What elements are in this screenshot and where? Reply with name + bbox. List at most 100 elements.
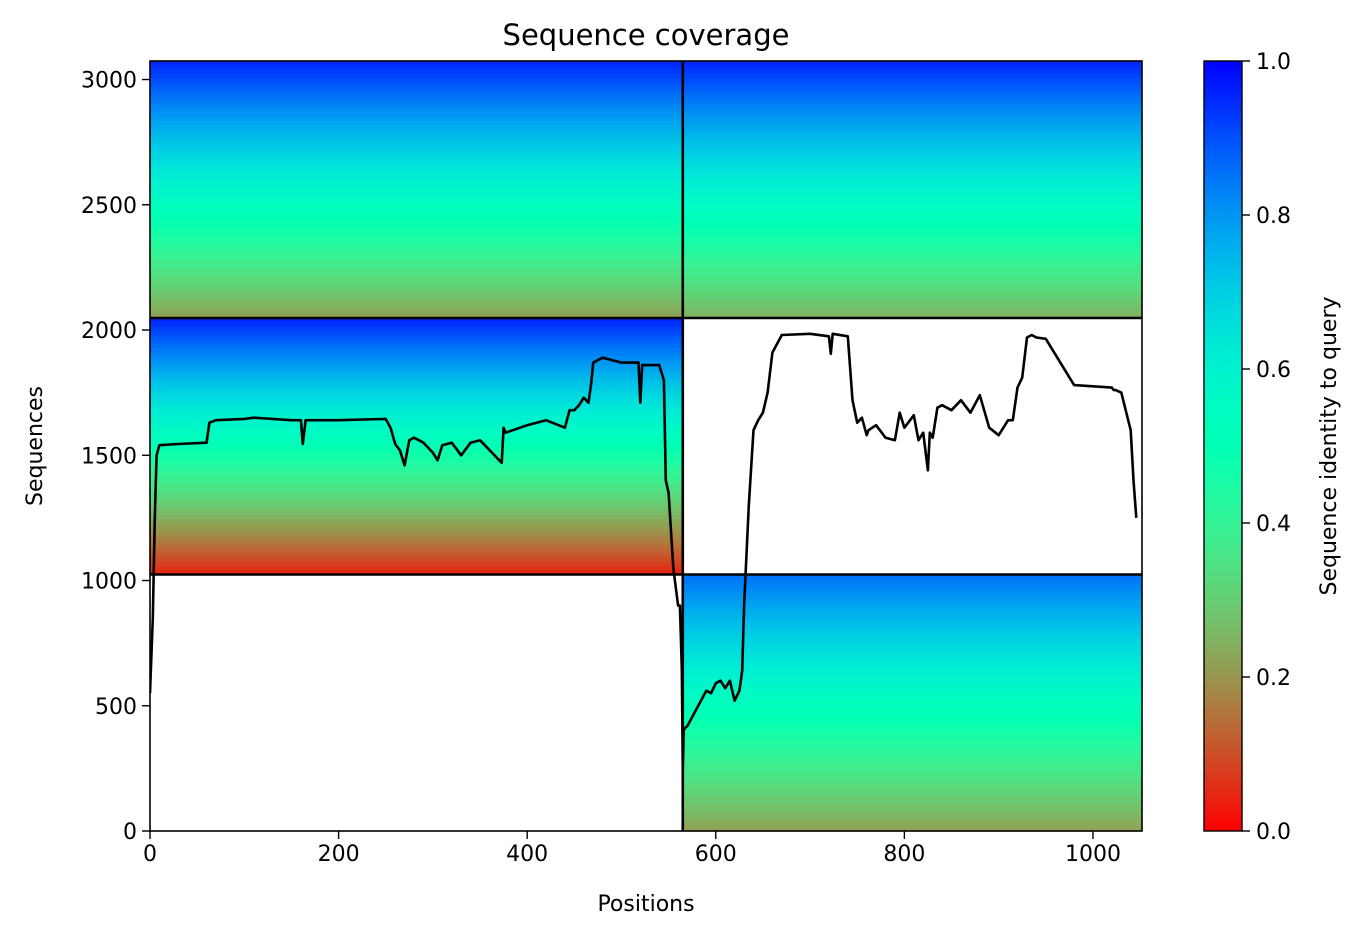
x-tick-label: 800 — [883, 842, 925, 867]
plot-frame — [149, 60, 1143, 832]
coverage-row — [682, 617, 1142, 623]
coverage-row — [682, 232, 1142, 238]
coverage-row — [150, 399, 683, 405]
coverage-row — [150, 527, 683, 533]
x-tick-label: 200 — [318, 842, 360, 867]
coverage-row — [150, 454, 683, 460]
coverage-row — [682, 129, 1142, 135]
coverage-row — [150, 356, 683, 362]
coverage-row — [682, 754, 1142, 759]
coverage-row — [682, 711, 1142, 717]
coverage-row — [150, 514, 683, 520]
coverage-row — [150, 125, 683, 131]
coverage-blocks — [150, 61, 1142, 831]
coverage-row — [150, 95, 683, 101]
coverage-row — [682, 724, 1142, 730]
coverage-row — [150, 463, 683, 469]
coverage-row — [682, 612, 1142, 618]
coverage-row — [150, 90, 683, 96]
coverage-row — [682, 694, 1142, 700]
coverage-row — [682, 595, 1142, 601]
colorbar-ticks: 0.0 0.2 0.4 0.6 0.8 1.0 — [1242, 50, 1291, 845]
coverage-row — [682, 69, 1142, 75]
coverage-row — [682, 223, 1142, 229]
coverage-row — [150, 61, 683, 66]
coverage-row — [682, 275, 1142, 281]
coverage-row — [150, 266, 683, 272]
x-axis-ticks: 0 200 400 600 800 1000 — [143, 831, 1121, 867]
coverage-row — [150, 459, 683, 464]
coverage-row — [682, 279, 1142, 285]
coverage-row — [150, 279, 683, 285]
coverage-row — [682, 108, 1142, 114]
coverage-row — [150, 424, 683, 430]
coverage-row — [150, 412, 683, 417]
coverage-row — [150, 292, 683, 298]
coverage-row — [150, 360, 683, 366]
coverage-row — [682, 292, 1142, 298]
coverage-row — [150, 73, 683, 79]
coverage-row — [682, 236, 1142, 242]
coverage-row — [150, 480, 683, 486]
coverage-row — [682, 210, 1142, 216]
coverage-row — [150, 467, 683, 473]
coverage-row — [682, 99, 1142, 105]
colorbar — [1204, 61, 1242, 831]
coverage-row — [150, 347, 683, 353]
coverage-row — [150, 523, 683, 529]
x-tick-label: 0 — [143, 842, 157, 867]
coverage-row — [682, 578, 1142, 584]
coverage-row — [682, 801, 1142, 806]
coverage-row — [682, 809, 1142, 815]
coverage-row — [150, 69, 683, 75]
coverage-row — [150, 497, 683, 503]
y-tick-label: 1000 — [81, 570, 137, 595]
coverage-row — [682, 95, 1142, 101]
coverage-row — [150, 296, 683, 302]
coverage-row — [150, 103, 683, 109]
coverage-row — [682, 228, 1142, 233]
coverage-row — [150, 343, 683, 349]
coverage-row — [682, 630, 1142, 635]
coverage-block — [150, 61, 683, 319]
coverage-row — [682, 677, 1142, 682]
y-axis-label: Sequences — [23, 386, 48, 506]
coverage-row — [150, 433, 683, 439]
coverage-row — [682, 771, 1142, 777]
coverage-row — [150, 536, 683, 541]
coverage-row — [150, 335, 683, 340]
coverage-row — [682, 574, 1142, 580]
coverage-row — [150, 78, 683, 84]
coverage-row — [682, 258, 1142, 263]
coverage-row — [682, 651, 1142, 657]
coverage-row — [682, 749, 1142, 755]
coverage-row — [150, 168, 683, 173]
coverage-row — [150, 262, 683, 268]
coverage-row — [682, 180, 1142, 186]
coverage-row — [150, 510, 683, 516]
colorbar-label: Sequence identity to query — [1317, 296, 1342, 595]
colorbar-tick-label: 0.4 — [1256, 512, 1291, 537]
coverage-row — [682, 283, 1142, 289]
coverage-row — [150, 108, 683, 114]
coverage-row — [150, 476, 683, 482]
coverage-row — [150, 219, 683, 225]
coverage-row — [682, 621, 1142, 627]
coverage-row — [682, 625, 1142, 631]
coverage-row — [682, 112, 1142, 118]
coverage-row — [682, 309, 1142, 315]
coverage-row — [682, 702, 1142, 708]
coverage-row — [682, 82, 1142, 88]
coverage-row — [682, 90, 1142, 96]
coverage-row — [150, 518, 683, 524]
coverage-row — [150, 352, 683, 358]
coverage-row — [682, 65, 1142, 71]
colorbar-tick-label: 0.6 — [1256, 358, 1291, 383]
coverage-row — [682, 587, 1142, 593]
colorbar-tick-label: 0.8 — [1256, 204, 1291, 229]
coverage-row — [150, 150, 683, 156]
coverage-row — [682, 198, 1142, 203]
coverage-row — [150, 112, 683, 118]
coverage-row — [682, 732, 1142, 738]
